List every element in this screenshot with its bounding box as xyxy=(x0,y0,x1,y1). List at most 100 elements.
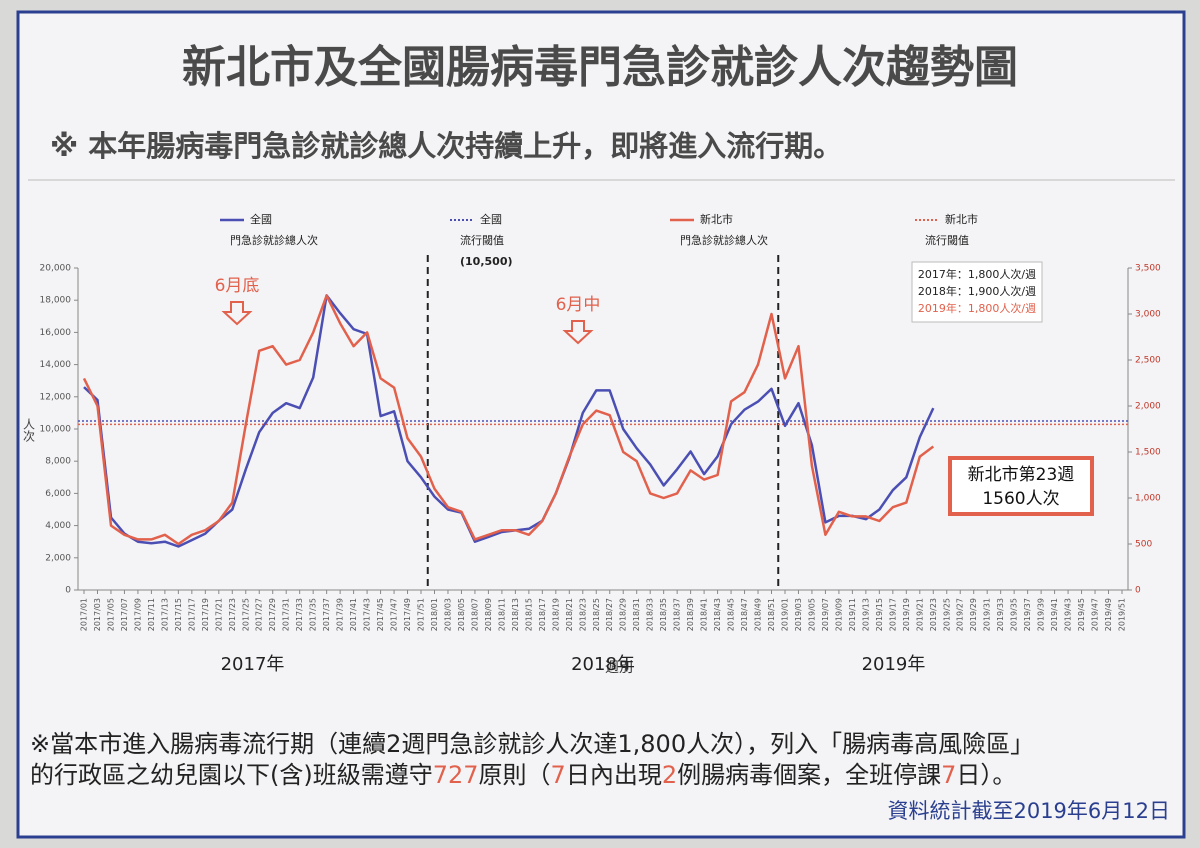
x-tick-label: 2017/41 xyxy=(349,598,358,631)
x-tick-label: 2018/31 xyxy=(632,598,641,631)
legend-label: 流行閾值 xyxy=(925,233,969,247)
footnote-segment: 原則（ xyxy=(479,761,551,789)
x-tick-label: 2017/15 xyxy=(174,598,183,631)
y-tick-label: 16,000 xyxy=(40,328,72,338)
x-tick-label: 2018/51 xyxy=(767,598,776,631)
y-tick-label: 20,000 xyxy=(40,264,72,274)
footnote-segment: 2 xyxy=(662,761,677,789)
x-tick-label: 2019/39 xyxy=(1037,598,1046,631)
y-tick-label: 6,000 xyxy=(45,489,71,499)
x-tick-label: 2019/35 xyxy=(1010,598,1019,631)
x-tick-label: 2018/19 xyxy=(551,598,560,631)
x-tick-label: 2018/45 xyxy=(727,598,736,631)
x-tick-label: 2018/49 xyxy=(754,598,763,631)
date-note: 資料統計截至2019年6月12日 xyxy=(887,799,1170,823)
y-tick-label: 8,000 xyxy=(45,457,71,467)
x-tick-label: 2019/33 xyxy=(996,598,1005,631)
x-tick-label: 2019/51 xyxy=(1118,598,1127,631)
footnote-segment: 727 xyxy=(433,761,479,789)
y2-tick-label: 1,500 xyxy=(1135,448,1161,458)
poster-border xyxy=(16,10,1186,839)
x-tick-label: 2018/33 xyxy=(646,598,655,631)
footnote-segment: 7 xyxy=(551,761,566,789)
y-tick-label: 0 xyxy=(65,586,71,596)
x-tick-label: 2018/35 xyxy=(659,598,668,631)
x-tick-label: 2017/45 xyxy=(376,598,385,631)
x-tick-label: 2018/13 xyxy=(511,598,520,631)
y2-tick-label: 1,000 xyxy=(1135,494,1161,504)
annotation-arrow xyxy=(221,301,253,326)
x-tick-label: 2017/47 xyxy=(390,598,399,631)
legend-label: 全國 xyxy=(250,212,272,226)
footnote-segment: 日內出現 xyxy=(566,761,662,789)
x-tick-label: 2018/15 xyxy=(524,598,533,631)
x-tick-label: 2019/15 xyxy=(875,598,884,631)
x-tick-label: 2017/21 xyxy=(214,598,223,631)
x-tick-label: 2018/41 xyxy=(700,598,709,631)
x-tick-label: 2017/13 xyxy=(160,598,169,631)
x-tick-label: 2018/03 xyxy=(443,598,452,631)
x-tick-label: 2019/21 xyxy=(915,598,924,631)
x-tick-label: 2018/23 xyxy=(578,598,587,631)
footnote: 的行政區之幼兒園以下(含)班級需遵守727原則（7日內出現2例腸病毒個案，全班停… xyxy=(30,761,1016,789)
x-tick-label: 2019/43 xyxy=(1064,598,1073,631)
threshold-box-line: 2017年：1,800人次/週 xyxy=(918,267,1036,281)
y2-tick-label: 3,000 xyxy=(1135,310,1161,320)
x-tick-label: 2017/35 xyxy=(309,598,318,631)
callout-text: 1560人次 xyxy=(982,489,1059,509)
x-tick-label: 2017/23 xyxy=(228,598,237,631)
x-tick-label: 2017/25 xyxy=(241,598,250,631)
x-tick-label: 2019/19 xyxy=(902,598,911,631)
x-tick-label: 2019/03 xyxy=(794,598,803,631)
year-label: 2017年 xyxy=(221,654,285,675)
y2-tick-label: 0 xyxy=(1135,586,1141,596)
x-tick-label: 2017/33 xyxy=(295,598,304,631)
x-tick-label: 2019/13 xyxy=(861,598,870,631)
x-tick-label: 2019/49 xyxy=(1104,598,1113,631)
annotation: 6月底 xyxy=(215,276,260,296)
y-tick-label: 4,000 xyxy=(45,521,71,531)
threshold-box xyxy=(911,261,1043,323)
year-label: 2019年 xyxy=(862,654,926,675)
legend-label: (10,500) xyxy=(460,255,513,268)
x-tick-label: 2017/29 xyxy=(268,598,277,631)
x-tick-label: 2017/43 xyxy=(363,598,372,631)
legend-label: 流行閾值 xyxy=(460,233,504,247)
y2-tick-label: 3,500 xyxy=(1135,264,1161,274)
x-tick-label: 2018/11 xyxy=(497,598,506,631)
y2-tick-label: 2,000 xyxy=(1135,402,1161,412)
x-tick-label: 2017/11 xyxy=(147,598,156,631)
x-tick-label: 2019/47 xyxy=(1091,598,1100,631)
series-line xyxy=(82,294,935,546)
x-tick-label: 2018/25 xyxy=(592,598,601,631)
subtitle: ※ 本年腸病毒門急診就診總人次持續上升，即將進入流行期。 xyxy=(50,129,842,163)
legend-label: 新北市 xyxy=(945,212,978,226)
y2-tick-label: 500 xyxy=(1135,540,1152,550)
x-tick-label: 2017/27 xyxy=(255,598,264,631)
y-axis-label: 人次 xyxy=(22,418,36,443)
x-tick-label: 2019/07 xyxy=(821,598,830,631)
x-tick-label: 2019/25 xyxy=(942,598,951,631)
footnote-segment: 日）。 xyxy=(956,761,1016,789)
x-tick-label: 2017/51 xyxy=(417,598,426,631)
x-tick-label: 2019/09 xyxy=(834,598,843,631)
title: 新北市及全國腸病毒門急診就診人次趨勢圖 xyxy=(182,42,1018,93)
x-tick-label: 2019/05 xyxy=(807,598,816,631)
year-label: 2018年 xyxy=(571,654,635,675)
callout-box xyxy=(948,456,1094,516)
x-tick-label: 2018/09 xyxy=(484,598,493,631)
legend-label: 門急診就診總人次 xyxy=(230,233,318,247)
x-tick-label: 2018/27 xyxy=(605,598,614,631)
y-tick-label: 14,000 xyxy=(40,360,72,370)
x-tick-label: 2019/41 xyxy=(1050,598,1059,631)
x-tick-label: 2019/23 xyxy=(929,598,938,631)
legend-label: 門急診就診總人次 xyxy=(680,233,768,247)
footnote-segment: 7 xyxy=(941,761,956,789)
x-tick-label: 2019/29 xyxy=(969,598,978,631)
annotation-arrow xyxy=(562,320,594,345)
legend-label: 新北市 xyxy=(700,212,733,226)
x-tick-label: 2017/37 xyxy=(322,598,331,631)
x-tick-label: 2018/01 xyxy=(430,598,439,631)
x-tick-label: 2019/45 xyxy=(1077,598,1086,631)
